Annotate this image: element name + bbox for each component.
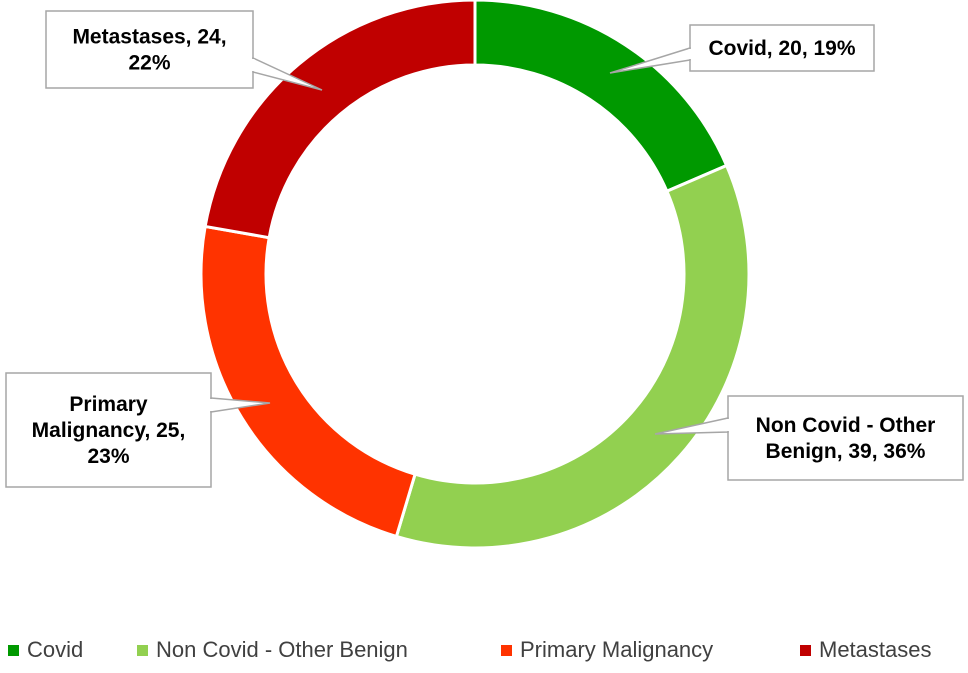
data-label-metastases-line-1: Metastases, 24, (72, 26, 226, 49)
callout-primary-malignancy: Primary Malignancy, 25, 23% (5, 372, 271, 488)
legend-label-primary-malignancy: Primary Malignancy (520, 637, 714, 662)
legend-label-covid: Covid (27, 637, 84, 662)
slice-primary-malignancy (199, 224, 417, 539)
data-label-covid-line-1: Covid, 20, 19% (708, 37, 855, 60)
data-label-non-covid-other-benign-line-2: Benign, 39, 36% (766, 440, 926, 463)
chart-legend: Covid Non Covid - Other Benign Primary M… (0, 637, 968, 673)
legend-item-metastases: Metastases (800, 637, 932, 663)
slice-covid (473, 0, 729, 194)
legend-label-non-covid-other-benign: Non Covid - Other Benign (156, 637, 408, 662)
legend-swatch-covid (8, 644, 19, 656)
data-label-primary-malignancy-line-1: Primary (69, 393, 148, 416)
callout-metastases: Metastases, 24, 22% (45, 10, 323, 91)
data-label-non-covid-other-benign-line-1: Non Covid - Other (756, 414, 936, 437)
slice-metastases (203, 0, 477, 240)
callout-covid: Covid, 20, 19% (609, 24, 875, 74)
legend-swatch-primary-malignancy (501, 644, 512, 656)
legend-swatch-non-covid-other-benign (137, 644, 148, 656)
callout-box-metastases (45, 10, 254, 89)
legend-swatch-metastases (800, 644, 811, 656)
doughnut-chart-svg: Covid, 20, 19% Non Covid - Other Benign, 3… (5, 0, 964, 550)
data-label-primary-malignancy-line-3: 23% (87, 445, 129, 468)
callout-box-covid (689, 24, 875, 72)
legend-item-covid: Covid (8, 637, 83, 663)
doughnut-chart: Covid, 20, 19% Non Covid - Other Benign, 3… (5, 0, 964, 550)
legend-label-metastases: Metastases (819, 637, 932, 662)
slice-non-covid-other-benign (394, 163, 751, 550)
data-label-primary-malignancy-line-2: Malignancy, 25, (32, 419, 186, 442)
legend-item-primary-malignancy: Primary Malignancy (501, 637, 713, 663)
callout-box-non-covid-other-benign (727, 395, 964, 481)
callout-non-covid-other-benign: Non Covid - Other Benign, 39, 36% (654, 395, 964, 481)
callout-box-primary-malignancy (5, 372, 212, 488)
legend-item-non-covid-other-benign: Non Covid - Other Benign (137, 637, 408, 663)
data-label-metastases-line-2: 22% (128, 52, 170, 75)
